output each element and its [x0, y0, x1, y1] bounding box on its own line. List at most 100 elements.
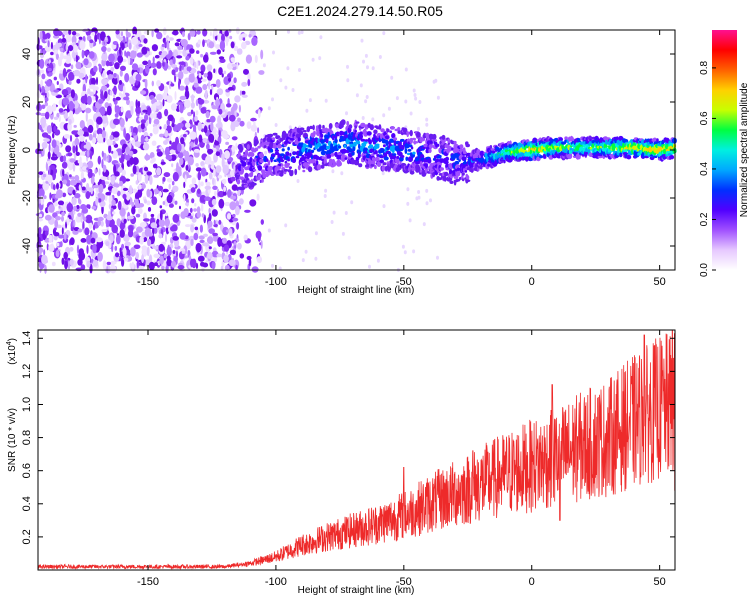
- noise-speckle: [83, 50, 90, 56]
- noise-speckle: [118, 36, 124, 41]
- ridge-blob: [316, 164, 322, 171]
- noise-speckle: [60, 51, 64, 60]
- noise-speckle: [110, 207, 114, 217]
- noise-speckle: [178, 85, 186, 91]
- noise-speckle: [51, 139, 57, 149]
- ridge-blob: [288, 166, 292, 170]
- noise-speckle: [346, 64, 349, 69]
- colorbar-tick-label: 0.2: [699, 212, 710, 226]
- noise-speckle: [80, 238, 87, 243]
- ridge-blob: [579, 146, 584, 152]
- noise-speckle: [122, 187, 129, 191]
- noise-speckle: [72, 145, 76, 154]
- noise-speckle: [209, 89, 213, 96]
- noise-speckle: [264, 150, 268, 155]
- noise-speckle: [112, 94, 116, 98]
- noise-speckle: [65, 221, 68, 229]
- noise-speckle: [68, 118, 72, 125]
- noise-speckle: [183, 208, 189, 217]
- noise-speckle: [235, 264, 238, 271]
- noise-speckle: [92, 184, 100, 189]
- ridge-blob: [459, 144, 464, 149]
- noise-speckle: [189, 48, 195, 54]
- ridge-blob: [454, 160, 460, 165]
- ridge-blob: [241, 168, 245, 174]
- noise-speckle: [243, 68, 249, 75]
- noise-speckle: [76, 205, 80, 209]
- noise-speckle: [246, 121, 252, 129]
- noise-speckle: [245, 54, 252, 64]
- noise-speckle: [404, 67, 408, 72]
- ridge-blob: [277, 143, 282, 149]
- noise-speckle: [57, 42, 62, 48]
- ridge-blob: [352, 146, 356, 152]
- noise-speckle: [153, 253, 161, 258]
- noise-speckle: [195, 86, 203, 94]
- noise-speckle: [206, 236, 214, 245]
- noise-speckle: [241, 81, 248, 87]
- ridge-blob: [320, 133, 324, 138]
- noise-speckle: [185, 122, 191, 129]
- noise-speckle: [104, 193, 108, 201]
- noise-speckle: [177, 45, 183, 51]
- ridge-blob: [461, 178, 465, 182]
- ridge-blob: [244, 149, 249, 156]
- ridge-blob: [261, 178, 264, 183]
- noise-speckle: [163, 253, 168, 259]
- noise-speckle: [85, 141, 92, 151]
- noise-speckle: [96, 127, 103, 136]
- noise-speckle: [66, 202, 74, 213]
- noise-speckle: [199, 194, 207, 203]
- noise-speckle: [206, 64, 213, 72]
- ridge-blob: [344, 157, 348, 160]
- noise-speckle: [186, 66, 192, 72]
- ridge-blob: [354, 129, 358, 133]
- noise-speckle: [170, 260, 177, 268]
- noise-speckle: [42, 173, 47, 178]
- noise-speckle: [141, 46, 148, 55]
- noise-speckle: [195, 99, 199, 107]
- ridge-blob: [360, 138, 366, 142]
- ridge-blob: [328, 123, 333, 129]
- noise-speckle: [200, 107, 207, 114]
- noise-speckle: [350, 200, 354, 205]
- ridge-blob: [503, 159, 506, 164]
- noise-speckle: [81, 207, 89, 214]
- noise-speckle: [50, 41, 54, 50]
- noise-speckle: [220, 265, 224, 271]
- noise-speckle: [208, 80, 211, 90]
- noise-speckle: [113, 118, 120, 125]
- noise-speckle: [159, 255, 164, 265]
- noise-speckle: [75, 61, 82, 70]
- noise-speckle: [143, 30, 150, 35]
- noise-speckle: [359, 83, 363, 88]
- noise-speckle: [198, 134, 203, 143]
- ridge-blob: [279, 137, 284, 142]
- ridge-blob: [343, 144, 347, 148]
- ridge-blob: [410, 146, 414, 150]
- noise-speckle: [100, 176, 108, 181]
- noise-speckle: [168, 80, 172, 90]
- noise-speckle: [183, 133, 187, 138]
- noise-speckle: [229, 249, 236, 255]
- noise-speckle: [364, 99, 368, 104]
- y-tick-label: 1.4: [21, 331, 33, 346]
- noise-speckle: [319, 35, 323, 40]
- noise-speckle: [51, 147, 54, 153]
- noise-speckle: [78, 199, 82, 205]
- noise-speckle: [184, 99, 191, 109]
- ridge-blob: [283, 168, 289, 172]
- noise-speckle: [52, 184, 56, 191]
- noise-speckle: [107, 154, 110, 162]
- ridge-blob: [457, 170, 461, 176]
- ridge-blob: [355, 121, 360, 124]
- noise-speckle: [111, 224, 118, 234]
- ridge-blob: [373, 129, 378, 135]
- ridge-blob: [368, 139, 372, 145]
- noise-speckle: [241, 90, 246, 95]
- noise-speckle: [215, 151, 221, 157]
- noise-speckle: [65, 55, 70, 61]
- ridge-blob: [279, 153, 285, 157]
- noise-speckle: [59, 241, 63, 248]
- noise-speckle: [119, 118, 125, 128]
